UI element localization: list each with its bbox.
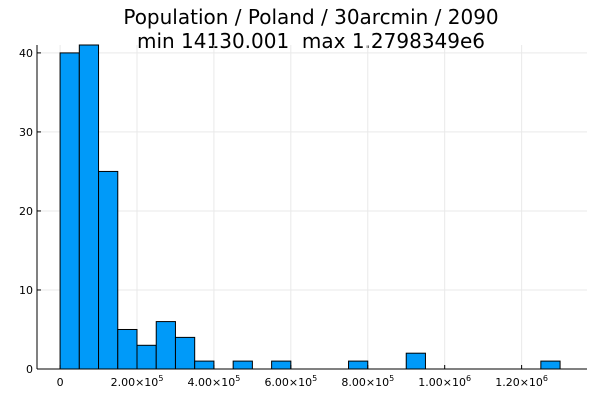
bars [59,44,561,370]
x-tick-label: 8.00×105 [341,374,394,389]
grid-lines [37,45,587,370]
histogram-bar [271,360,292,370]
histogram-bar [348,360,369,370]
x-tick-label: 2.00×105 [111,374,164,389]
y-tick-label: 0 [26,363,33,376]
y-tick-label: 30 [19,126,33,139]
x-tick-label: 1.00×106 [418,374,471,389]
y-tick-label: 40 [19,47,33,60]
histogram-bar [174,336,196,370]
histogram-bar [59,52,80,370]
histogram-bar [117,328,138,370]
x-tick-label: 0 [57,376,64,389]
histogram-bar [232,360,253,370]
histogram-bar [98,170,119,370]
histogram-bar [540,360,561,370]
histogram-bar [405,352,426,370]
chart-subtitle: min 14130.001 max 1.2798349e6 [137,29,485,53]
y-tick-label: 10 [19,284,33,297]
x-tick-label: 6.00×105 [264,374,317,389]
x-tick-label: 4.00×105 [188,374,241,389]
histogram-bar [78,44,100,370]
histogram-bar [136,344,157,370]
histogram-bar [155,321,176,370]
y-tick-labels: 0 10 20 30 40 [19,47,33,376]
x-tick-labels: 0 2.00×105 4.00×105 6.00×105 8.00×105 1.00×10… [57,374,548,389]
y-tick-label: 20 [19,205,33,218]
x-tick-label: 1.20×106 [495,374,548,389]
axes [36,45,587,370]
histogram-bar [194,360,215,370]
chart-title: Population / Poland / 30arcmin / 2090 [123,5,498,29]
